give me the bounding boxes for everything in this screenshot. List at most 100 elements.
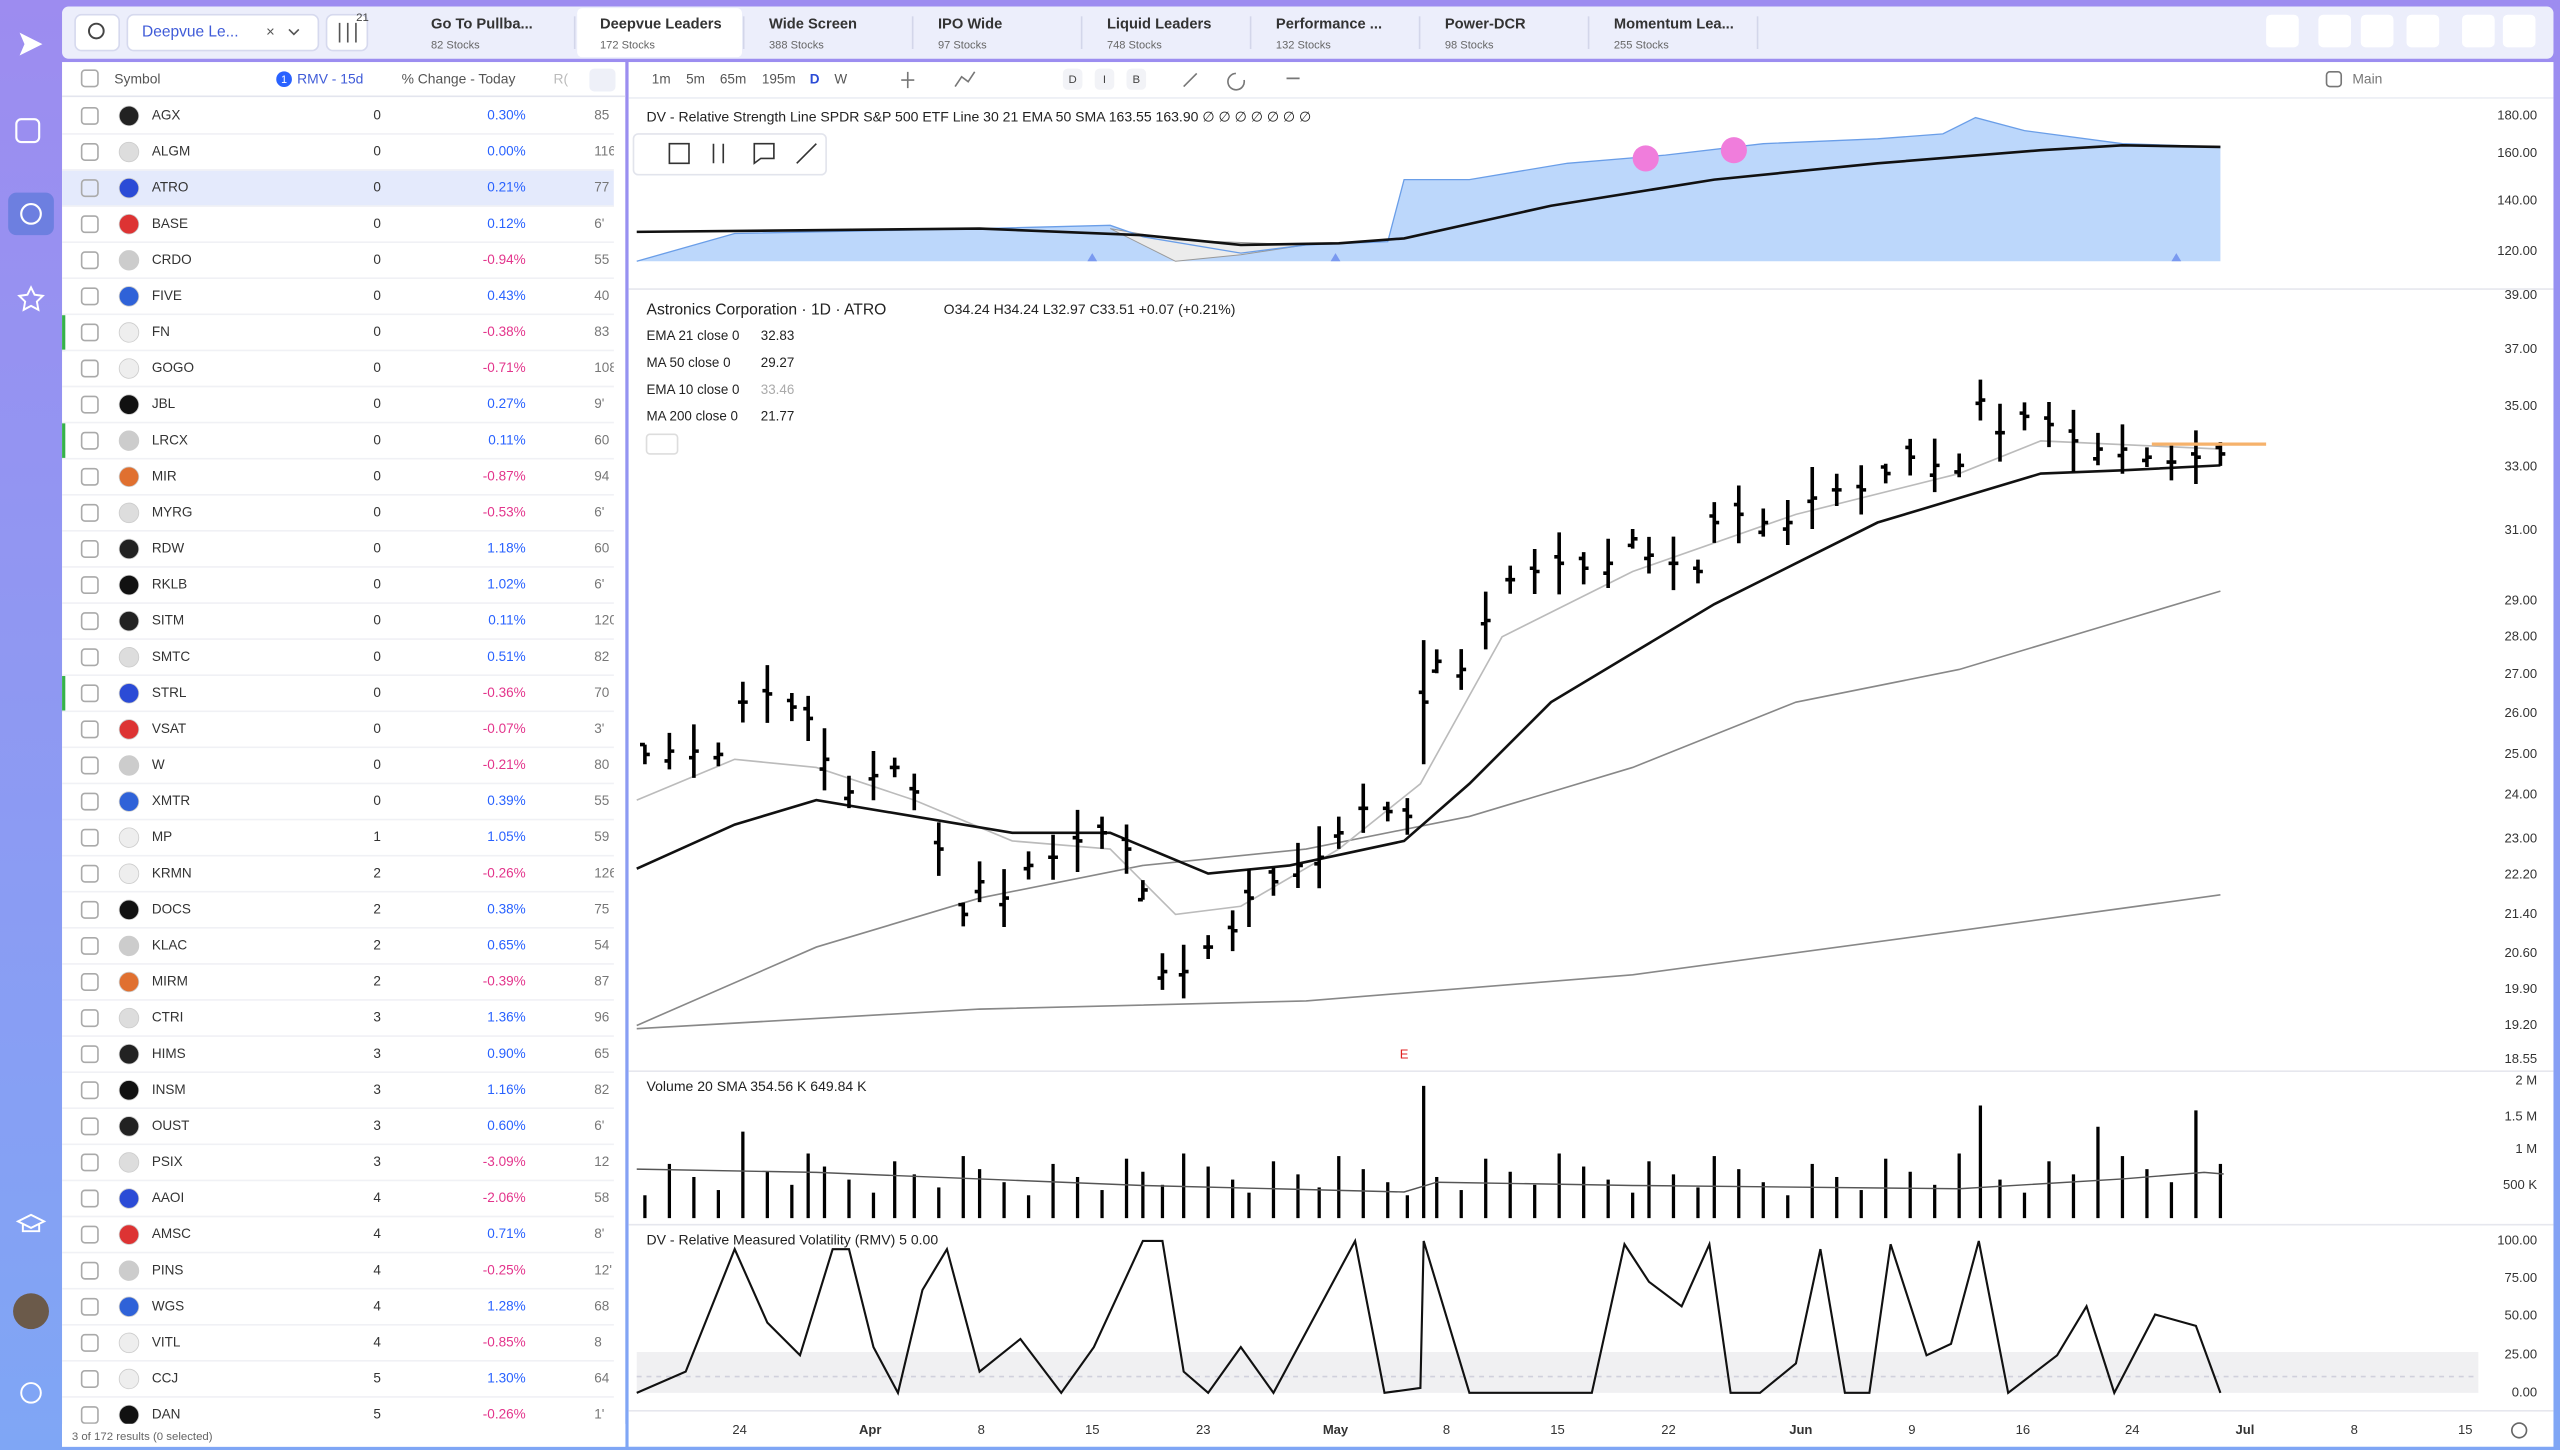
settings[interactable] [2511,1422,2528,1439]
select-all[interactable] [80,69,99,88]
symbol[interactable]: BASE [152,216,188,231]
row-checkbox[interactable] [80,503,99,522]
symbol[interactable]: INSM [152,1082,186,1097]
symbol[interactable]: HIMS [152,1046,186,1061]
tab[interactable] [408,8,574,58]
row-checkbox[interactable] [80,1406,99,1424]
row-checkbox[interactable] [80,359,99,378]
row-checkbox[interactable] [80,1261,99,1280]
row-checkbox[interactable] [80,323,99,342]
watchlist-select[interactable] [126,13,320,52]
row-checkbox[interactable] [80,720,99,739]
row-checkbox[interactable] [80,973,99,991]
clear[interactable]: × [266,25,275,41]
grid-icon[interactable] [2502,14,2536,48]
alert-icon[interactable] [2406,14,2440,48]
row-checkbox[interactable] [80,1081,99,1100]
symbol[interactable]: MP [152,829,172,844]
row-checkbox[interactable] [80,1333,99,1352]
row-checkbox[interactable] [80,143,99,162]
avatar[interactable] [13,1293,49,1330]
symbol[interactable]: JBL [152,396,176,411]
symbol[interactable]: KLAC [152,938,188,953]
symbol[interactable]: PINS [152,1262,184,1277]
row-checkbox[interactable] [80,864,99,883]
tool-icons[interactable] [901,71,1300,91]
symbol[interactable]: XMTR [152,793,191,808]
interval[interactable]: D [810,72,820,87]
row-checkbox[interactable] [80,648,99,667]
symbol[interactable]: MIRM [152,974,188,989]
symbol[interactable]: ATRO [152,180,189,195]
row-checkbox[interactable] [80,1045,99,1064]
logo[interactable] [19,32,43,56]
row-checkbox[interactable] [80,612,99,631]
search-button[interactable] [74,13,120,52]
symbol[interactable]: STRL [152,685,187,700]
symbol[interactable]: DAN [152,1407,181,1422]
symbol[interactable]: DOCS [152,901,191,916]
nav-icon[interactable] [20,203,42,225]
row-checkbox[interactable] [80,431,99,450]
settings[interactable] [589,68,616,92]
row-checkbox[interactable] [80,1153,99,1172]
collapse-legend[interactable] [645,433,679,455]
row-checkbox[interactable] [80,1189,99,1208]
row-checkbox[interactable] [80,467,99,486]
tab[interactable] [1591,8,1756,58]
symbol[interactable]: SITM [152,613,184,628]
tab[interactable] [577,8,743,58]
row-checkbox[interactable] [80,1009,99,1028]
interval[interactable]: W [834,72,847,87]
row-checkbox[interactable] [80,1225,99,1244]
tab[interactable] [1084,8,1249,58]
nav-icon[interactable] [15,1213,47,1233]
symbol[interactable]: MYRG [152,504,193,519]
share[interactable] [2266,14,2299,48]
row-checkbox[interactable] [80,287,99,306]
row-checkbox[interactable] [80,828,99,847]
row-checkbox[interactable] [80,215,99,234]
symbol[interactable]: KRMN [152,865,192,880]
chart-icon[interactable] [2318,14,2352,48]
symbol[interactable]: FN [152,324,170,339]
symbol[interactable]: OUST [152,1118,190,1133]
symbol[interactable]: VSAT [152,721,186,736]
symbol[interactable]: RDW [152,541,185,556]
symbol[interactable]: VITL [152,1334,181,1349]
row-checkbox[interactable] [80,1369,99,1388]
toggle[interactable] [1126,68,1147,90]
list-icon[interactable] [2462,14,2495,48]
interval[interactable]: 195m [762,72,796,87]
symbol[interactable]: MIR [152,468,177,483]
row-checkbox[interactable] [80,106,99,125]
row-checkbox[interactable] [80,936,99,955]
tab[interactable] [1422,8,1587,58]
nav-icon[interactable] [20,1382,42,1404]
toggle[interactable] [1094,68,1115,90]
symbol[interactable]: AAOI [152,1190,184,1205]
row-checkbox[interactable] [80,1117,99,1136]
nav-icon[interactable] [15,118,41,144]
symbol[interactable]: LRCX [152,432,188,447]
row-checkbox[interactable] [80,756,99,775]
scan-icon[interactable] [2360,14,2394,48]
row-checkbox[interactable] [80,1297,99,1316]
interval[interactable]: 1m [652,72,671,87]
symbol[interactable]: SMTC [152,649,191,664]
row-checkbox[interactable] [80,792,99,811]
col-header[interactable]: R( [553,71,568,87]
symbol[interactable]: WGS [152,1298,184,1313]
symbol[interactable]: FIVE [152,288,182,303]
col-header[interactable]: RMV - 15d [297,71,363,87]
interval[interactable]: 65m [720,72,746,87]
row-checkbox[interactable] [80,900,99,919]
symbol[interactable]: ALGM [152,144,190,159]
layout-select[interactable]: Main [2352,71,2382,87]
symbol[interactable]: GOGO [152,360,194,375]
symbol[interactable]: AMSC [152,1226,191,1241]
toggle[interactable] [1062,68,1083,90]
col-header[interactable]: Symbol [114,71,160,87]
row-checkbox[interactable] [80,576,99,595]
row-checkbox[interactable] [80,684,99,703]
